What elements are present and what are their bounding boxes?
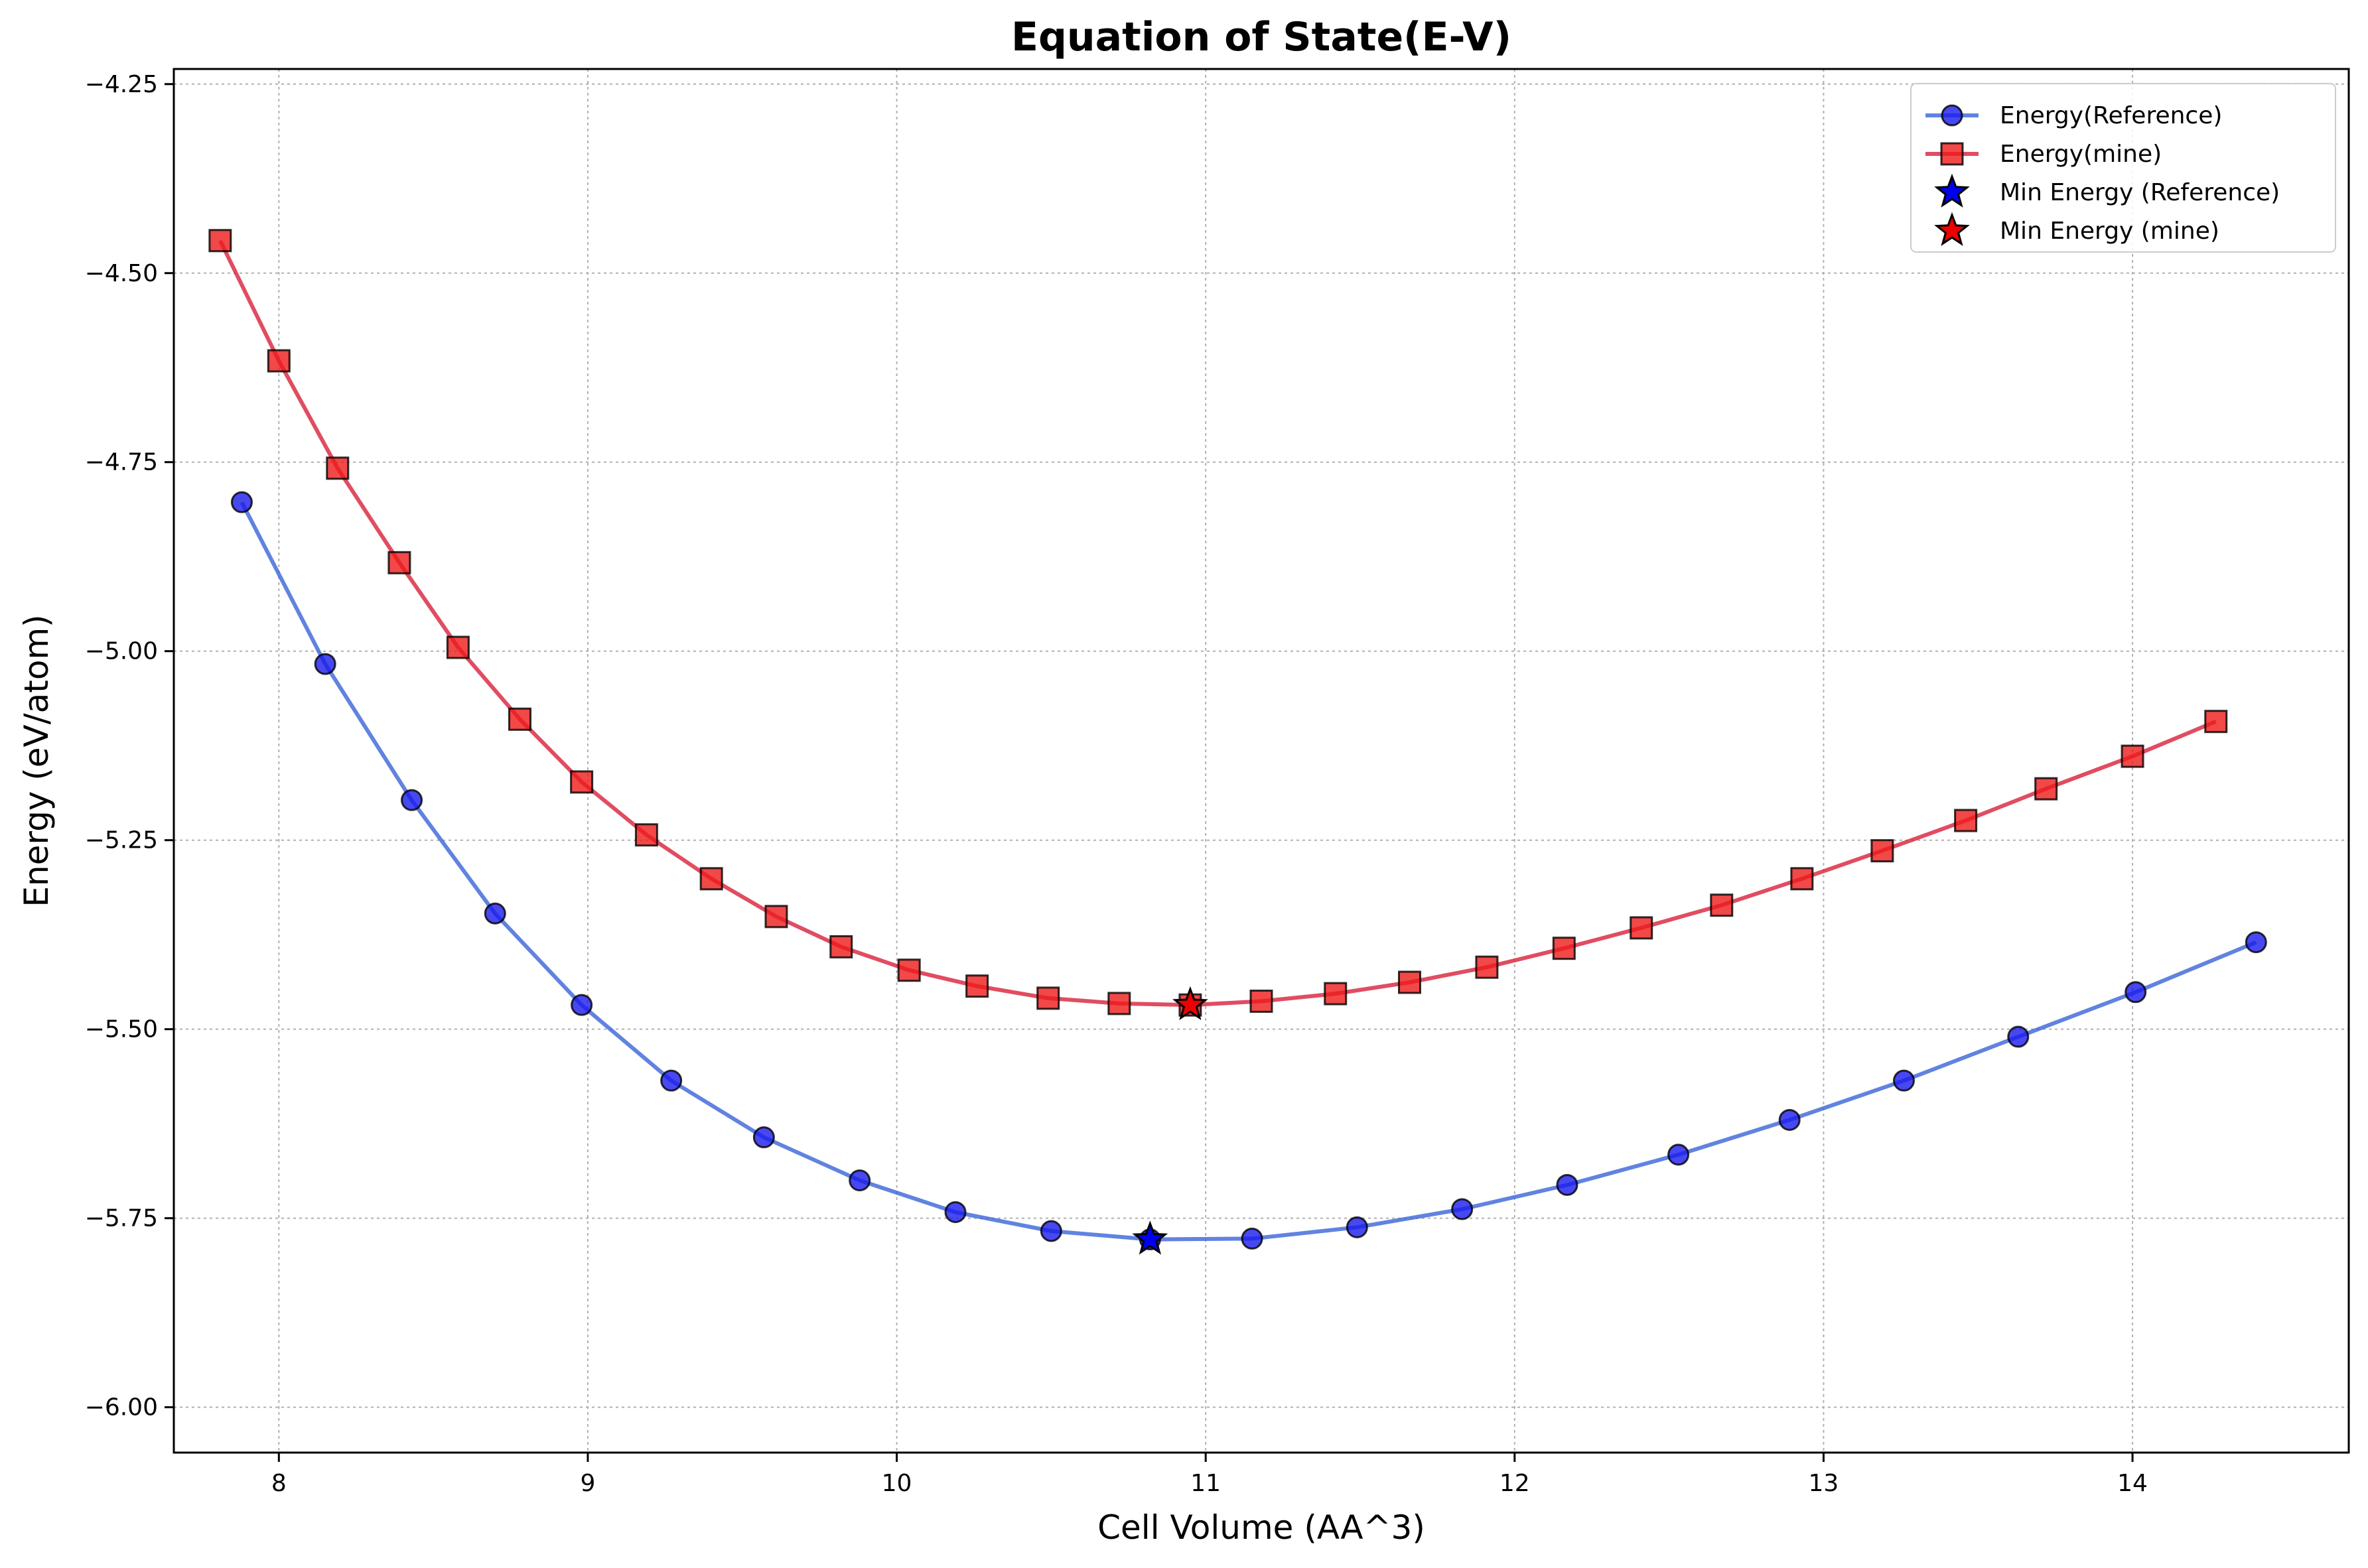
data-point-circle [2124,981,2147,1004]
data-point-square [208,229,232,253]
x-tick-label: 8 [271,1470,287,1497]
data-point-square [1552,937,1576,960]
data-point-square [2034,777,2058,801]
chart-title: Equation of State(E-V) [1011,14,1511,60]
y-tick-label: −5.00 [85,638,158,665]
data-point-circle [230,491,253,513]
data-point-square [1249,989,1273,1013]
plot-frame [173,68,2350,1454]
legend: Energy(Reference) Energy(mine) Min Energy … [1910,83,2336,253]
legend-label: Min Energy (mine) [2000,218,2219,245]
data-point-square [1710,893,1734,917]
data-point-circle [2007,1025,2030,1048]
data-point-circle [1040,1220,1062,1242]
legend-label: Energy(mine) [2000,141,2162,168]
data-point-square [570,770,594,794]
y-tick-label: −4.75 [85,449,158,476]
data-point-square [387,551,411,574]
data-point-circle [752,1126,775,1149]
data-point-square [1324,982,1348,1006]
x-tick-label: 11 [1190,1470,1221,1497]
data-point-square [1475,955,1499,979]
data-point-square [1036,986,1060,1010]
data-point-square [634,823,658,847]
data-point-circle [1556,1173,1578,1196]
data-point-square [1107,992,1131,1015]
data-point-square [2121,744,2144,768]
data-point-square [2204,710,2228,734]
data-point-circle [1241,1227,1263,1250]
data-point-circle [1778,1108,1801,1131]
y-axis-label: Energy (eV/atom) [17,614,56,907]
data-point-square [699,867,723,891]
data-point-square [267,349,291,373]
data-point-circle [944,1201,967,1224]
data-point-square [446,635,470,659]
data-point-circle [1346,1216,1368,1238]
data-point-square [508,707,531,731]
data-point-circle [1451,1198,1474,1220]
data-point-square [764,905,788,929]
x-tick-label: 12 [1499,1470,1530,1497]
data-point-circle [1893,1069,1915,1092]
data-point-circle [571,994,593,1016]
data-point-square [965,974,989,998]
y-tick-label: −4.50 [85,260,158,287]
legend-label: Min Energy (Reference) [2000,179,2280,206]
data-point-circle [484,902,506,925]
x-tick-label: 13 [1809,1470,1839,1497]
data-point-square [1630,916,1653,940]
data-point-circle [849,1169,871,1192]
x-tick-label: 14 [2117,1470,2148,1497]
y-tick-label: −6.00 [85,1394,158,1421]
data-point-square [1398,970,1421,994]
legend-marker [1941,104,1963,127]
data-point-circle [1667,1143,1690,1166]
min-energy-star [1132,1220,1168,1255]
data-point-square [897,958,921,982]
data-point-square [326,456,350,480]
data-point-square [829,935,853,958]
ticks: 8 9 10 11 12 13 14 −6.00 −5.75 −5.50 −5.25 −5.00 −4.… [85,71,2148,1497]
data-point-square [1954,809,1978,832]
data-point-square [1790,867,1814,891]
grid [174,69,2349,1453]
y-tick-label: −5.25 [85,827,158,854]
data-point-circle [2245,931,2267,954]
x-axis-label: Cell Volume (AA^3) [1097,1508,1425,1547]
data-point-circle [660,1069,683,1092]
legend-box [1910,83,2336,253]
y-tick-label: −4.25 [85,71,158,98]
series-1 [208,229,2228,1017]
data-point-circle [401,789,423,811]
legend-star [1934,173,1970,208]
min-energy-star [1172,986,1208,1021]
data-point-square [1870,839,1894,863]
legend-star [1934,212,1970,246]
y-tick-label: −5.50 [85,1016,158,1043]
data-point-circle [314,653,336,675]
y-tick-label: −5.75 [85,1205,158,1232]
x-tick-label: 10 [882,1470,912,1497]
legend-marker [1940,142,1964,166]
legend-label: Energy(Reference) [2000,102,2222,129]
x-tick-label: 9 [580,1470,595,1497]
series-layer [208,229,2267,1255]
legend-items: Energy(Reference) Energy(mine) Min Energy … [1925,102,2280,246]
